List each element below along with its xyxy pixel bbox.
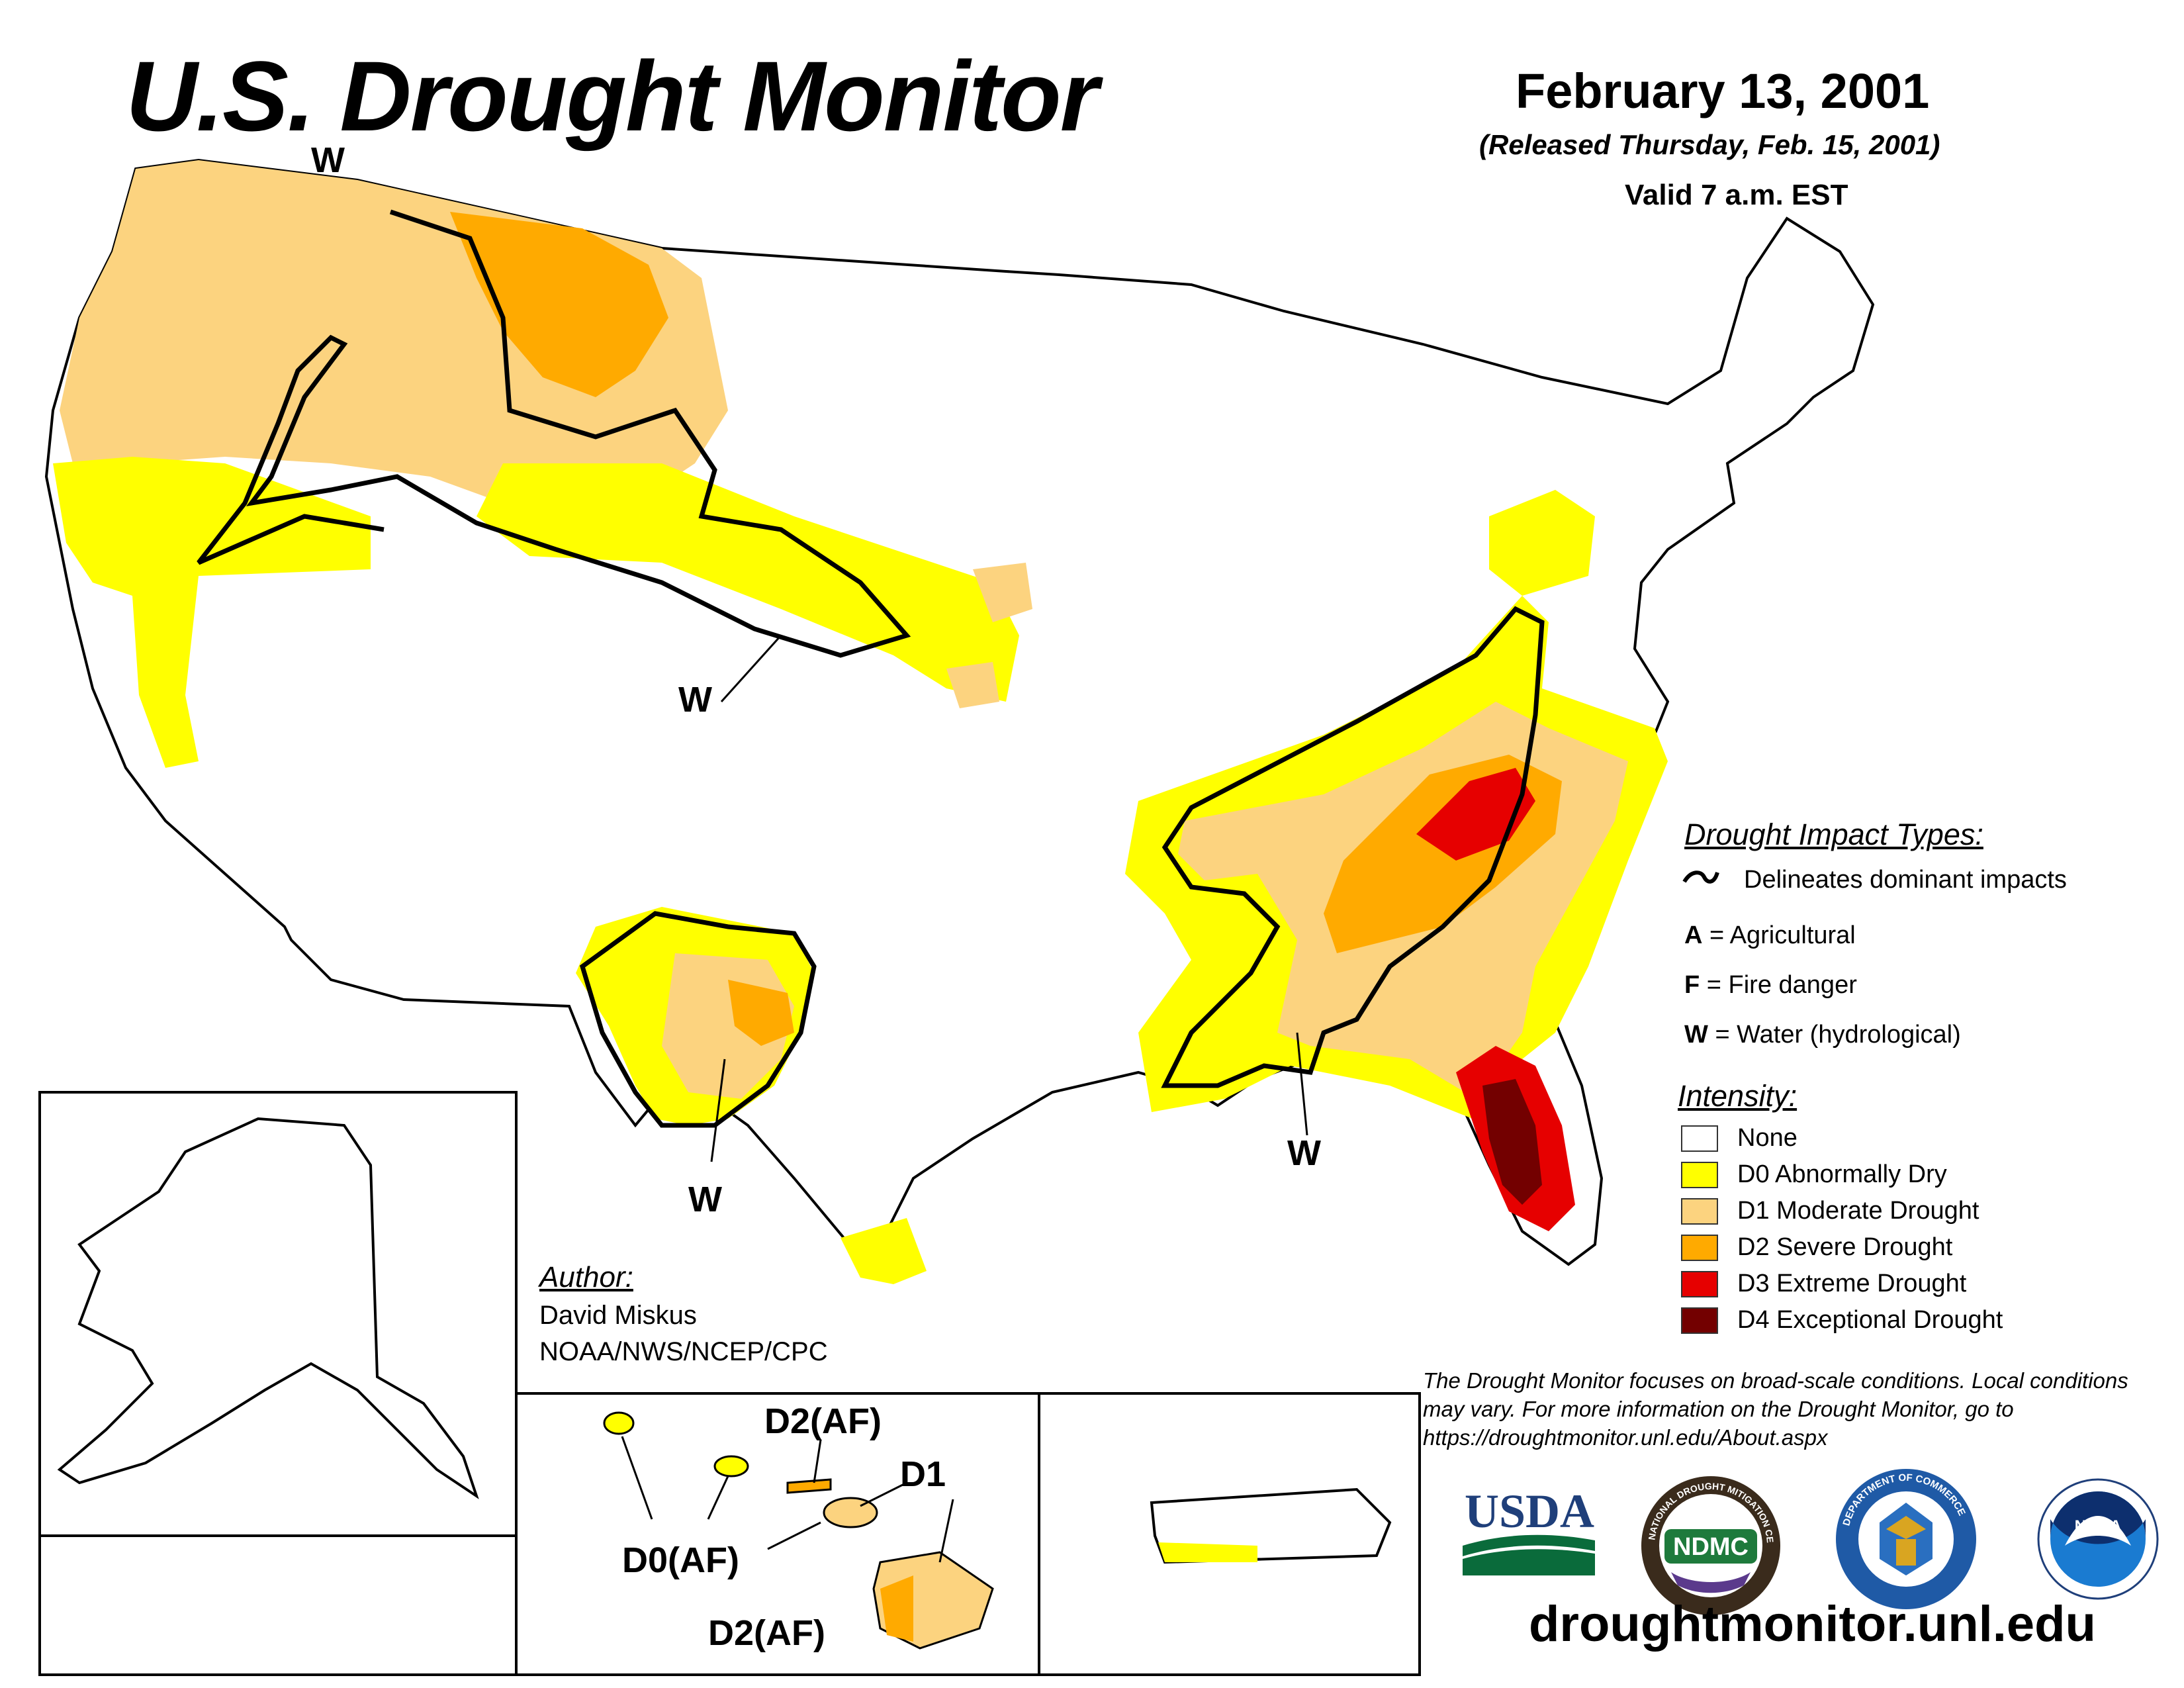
swatch-d2 (1681, 1235, 1718, 1261)
noaa-logo: NOAA (2037, 1478, 2159, 1600)
alaska-outline (57, 1117, 479, 1499)
d4-florida (1482, 1079, 1542, 1205)
impact-label: = Fire danger (1706, 971, 1857, 999)
impact-types-heading: Drought Impact Types: (1684, 818, 1983, 851)
swatch-d0 (1681, 1162, 1718, 1188)
valid-time: Valid 7 a.m. EST (1625, 179, 1848, 211)
pointer-molokai (813, 1439, 822, 1483)
pointer-big-island (938, 1499, 954, 1563)
impact-label: = Water (hydrological) (1715, 1021, 1961, 1049)
impact-line-southeast (1161, 606, 1545, 1088)
swatch-none (1681, 1125, 1718, 1152)
intensity-d2: D2 Severe Drought (1737, 1233, 1953, 1261)
impact-water: W = Water (hydrological) (1684, 1021, 1961, 1049)
author-org: NOAA/NWS/NCEP/CPC (539, 1337, 828, 1366)
commerce-logo: DEPARTMENT OF COMMERCE (1836, 1469, 1976, 1609)
d0-northeast (1489, 490, 1595, 596)
ndmc-logo-text: NDMC (1673, 1533, 1749, 1561)
swatch-d3 (1681, 1271, 1718, 1297)
map-date: February 13, 2001 (1516, 64, 1930, 118)
pointer-kahoolawe (767, 1521, 821, 1550)
intensity-heading: Intensity: (1678, 1079, 1797, 1113)
intensity-d0: D0 Abnormally Dry (1737, 1160, 1947, 1188)
label-w-plains: W (678, 680, 712, 720)
hawaii-oahu (713, 1455, 749, 1477)
pointer-w-plains (720, 634, 782, 703)
impact-code: F (1684, 971, 1700, 999)
d2-montana (450, 212, 668, 397)
d2-texas (728, 980, 794, 1046)
release-date: (Released Thursday, Feb. 15, 2001) (1479, 129, 1940, 160)
noaa-logo-text: NOAA (2075, 1517, 2122, 1535)
d1-kansas (946, 563, 1032, 708)
hawaii-molokai (786, 1478, 832, 1494)
author-heading: Author: (539, 1261, 633, 1293)
puerto-rico (1150, 1487, 1392, 1564)
disclaimer-note: The Drought Monitor focuses on broad-sca… (1423, 1368, 2128, 1450)
impact-line-icon (1682, 870, 1719, 884)
label-w-texas: W (688, 1180, 722, 1219)
pointer-kauai (621, 1436, 653, 1520)
author-name: David Miskus (539, 1301, 697, 1330)
impact-line-label: Delineates dominant impacts (1744, 866, 2067, 894)
label-w-southeast: W (1287, 1133, 1321, 1173)
impact-fire: F = Fire danger (1684, 971, 1857, 1000)
intensity-none: None (1737, 1124, 1797, 1152)
intensity-d3: D3 Extreme Drought (1737, 1270, 1967, 1297)
usda-logo-text: USDA (1465, 1486, 1594, 1538)
hawaii-big-island-d2 (880, 1575, 913, 1642)
swatch-d1 (1681, 1198, 1718, 1225)
website-url[interactable]: droughtmonitor.unl.edu (1529, 1596, 2096, 1652)
pointer-oahu (707, 1476, 729, 1520)
ndmc-logo: NDMC NATIONAL DROUGHT MITIGATION CENTER (1638, 1473, 1780, 1615)
pointer-w-southeast (1296, 1032, 1308, 1136)
impact-label: = Agricultural (1709, 921, 1856, 949)
page-title: U.S. Drought Monitor (126, 40, 1099, 152)
label-w-pnw: W (311, 140, 345, 180)
label-hi-d2af-bottom: D2(AF) (708, 1613, 825, 1653)
intensity-d4: D4 Exceptional Drought (1737, 1306, 2003, 1334)
impact-line-texas (579, 911, 817, 1128)
usda-logo: USDA (1463, 1486, 1595, 1575)
impact-code: W (1684, 1021, 1708, 1049)
swatch-d4 (1681, 1307, 1718, 1334)
puerto-rico-d0 (1158, 1542, 1257, 1562)
pointer-w-texas (710, 1058, 726, 1162)
label-hi-d2af-top: D2(AF) (764, 1401, 882, 1441)
intensity-d1: D1 Moderate Drought (1737, 1197, 1979, 1225)
label-hi-d0af: D0(AF) (622, 1540, 739, 1580)
impact-agricultural: A = Agricultural (1684, 921, 1856, 950)
label-hi-d1: D1 (900, 1454, 946, 1494)
pointer-maui (860, 1481, 907, 1507)
impact-line-west (197, 209, 911, 658)
d0-california (53, 457, 371, 768)
hawaii-kauai (603, 1411, 635, 1435)
impact-code: A (1684, 921, 1703, 949)
d0-texas-coast (841, 1218, 927, 1284)
